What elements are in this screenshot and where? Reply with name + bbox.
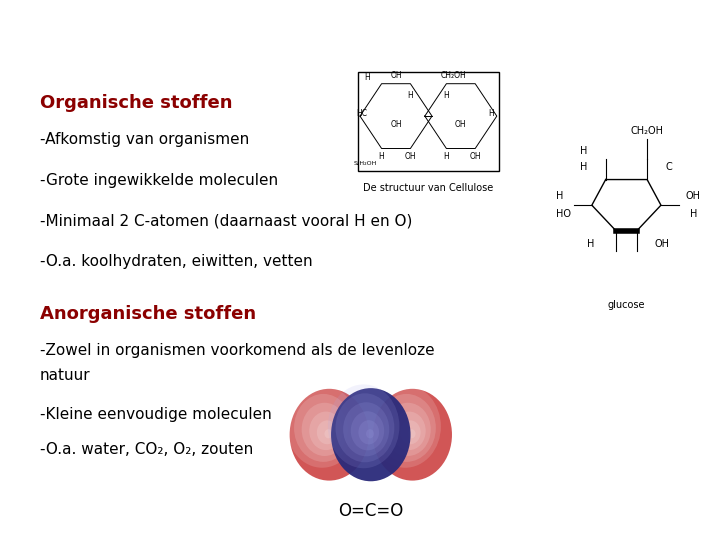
Text: OH: OH	[390, 71, 402, 80]
Text: CH₂OH: CH₂OH	[631, 126, 664, 136]
Text: HC: HC	[356, 109, 367, 118]
Ellipse shape	[366, 429, 374, 438]
Ellipse shape	[310, 411, 343, 450]
Text: H: H	[580, 161, 588, 172]
Text: H: H	[587, 239, 595, 249]
Ellipse shape	[336, 393, 395, 462]
Ellipse shape	[392, 411, 426, 450]
Text: De structuur van Cellulose: De structuur van Cellulose	[364, 184, 493, 193]
Ellipse shape	[289, 389, 369, 481]
Ellipse shape	[294, 394, 353, 462]
Bar	[358, 71, 498, 172]
Text: OH: OH	[686, 191, 701, 201]
Ellipse shape	[369, 385, 441, 468]
Text: -Grote ingewikkelde moleculen: -Grote ingewikkelde moleculen	[40, 173, 278, 188]
Ellipse shape	[377, 394, 436, 462]
Ellipse shape	[359, 420, 379, 444]
Ellipse shape	[317, 420, 338, 444]
Text: O=C=O: O=C=O	[338, 502, 403, 520]
Text: Anorganische stoffen: Anorganische stoffen	[40, 305, 256, 323]
Text: glucose: glucose	[608, 300, 645, 310]
Ellipse shape	[384, 403, 431, 456]
Text: OH: OH	[405, 152, 416, 161]
Text: H: H	[489, 109, 494, 118]
Text: H: H	[444, 152, 449, 161]
Ellipse shape	[287, 385, 358, 468]
Text: -Kleine eenvoudige moleculen: -Kleine eenvoudige moleculen	[40, 407, 271, 422]
Ellipse shape	[373, 389, 452, 481]
Text: CH₂OH: CH₂OH	[441, 71, 467, 80]
Text: -Zowel in organismen voorkomend als de levenloze: -Zowel in organismen voorkomend als de l…	[40, 343, 434, 358]
Text: HO: HO	[556, 210, 570, 219]
Text: -O.a. water, CO₂, O₂, zouten: -O.a. water, CO₂, O₂, zouten	[40, 442, 253, 457]
Text: -Afkomstig van organismen: -Afkomstig van organismen	[40, 132, 249, 147]
Ellipse shape	[302, 403, 348, 456]
Ellipse shape	[351, 411, 384, 450]
Text: H: H	[364, 73, 370, 82]
Text: OH: OH	[455, 120, 467, 129]
Text: H: H	[379, 152, 384, 161]
Text: OH: OH	[654, 239, 670, 249]
Text: H: H	[580, 146, 588, 157]
Text: OH: OH	[390, 120, 402, 129]
Ellipse shape	[400, 420, 420, 444]
Text: C: C	[665, 161, 672, 172]
Text: H: H	[408, 91, 413, 100]
Ellipse shape	[331, 388, 410, 481]
Text: natuur: natuur	[40, 368, 90, 383]
Text: -Minimaal 2 C-atomen (daarnaast vooral H en O): -Minimaal 2 C-atomen (daarnaast vooral H…	[40, 213, 412, 228]
Ellipse shape	[408, 429, 415, 438]
Text: S₂H₂OH: S₂H₂OH	[354, 161, 377, 166]
Text: -O.a. koolhydraten, eiwitten, vetten: -O.a. koolhydraten, eiwitten, vetten	[40, 254, 312, 269]
Ellipse shape	[328, 384, 400, 468]
Text: OH: OH	[469, 152, 481, 161]
Text: H: H	[556, 191, 563, 201]
Text: H: H	[690, 210, 697, 219]
Ellipse shape	[325, 429, 333, 438]
Text: H: H	[444, 91, 449, 100]
Ellipse shape	[343, 402, 390, 456]
Text: Organische stoffen: Organische stoffen	[40, 94, 232, 112]
